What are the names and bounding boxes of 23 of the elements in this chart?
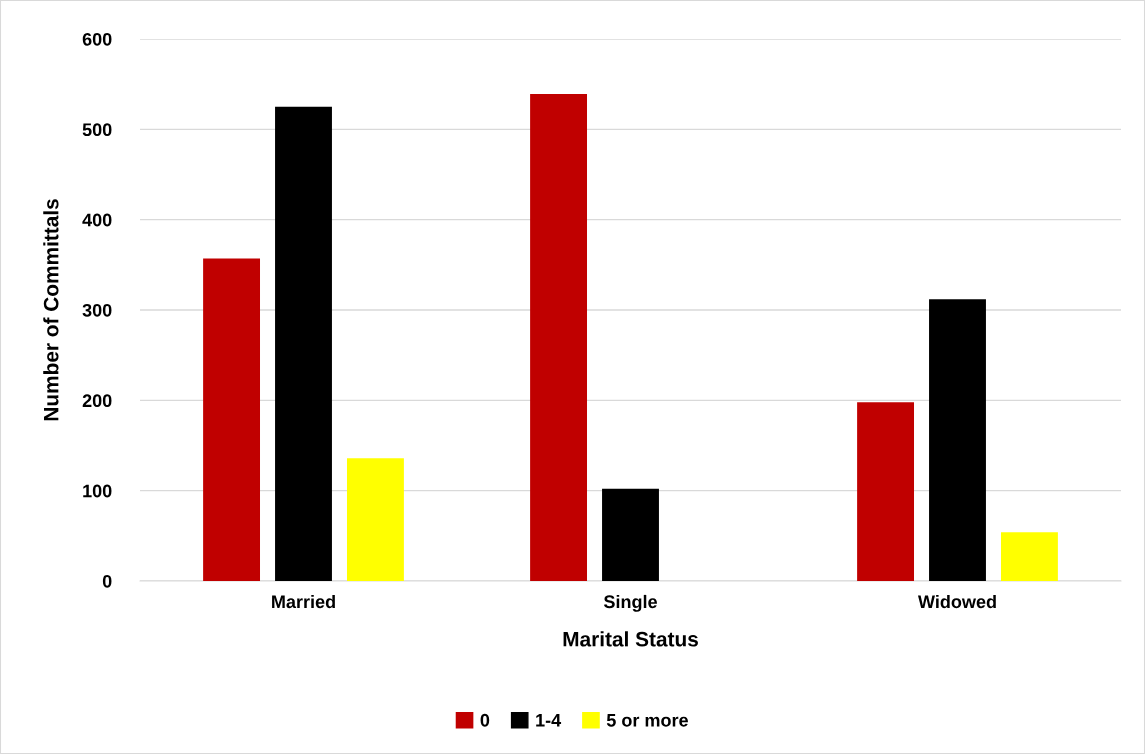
y-tick-label: 100 — [83, 484, 112, 498]
y-tick-label: 300 — [82, 303, 112, 317]
legend-label: 0 — [480, 713, 490, 727]
y-tick-label: 200 — [82, 394, 112, 408]
bar — [1000, 532, 1058, 581]
legend-label: 5 or more — [606, 714, 688, 727]
bar — [203, 258, 261, 581]
y-axis-title: Number of Committals — [43, 199, 59, 421]
x-tick-label: Single — [603, 594, 657, 612]
y-tick-label: 0 — [102, 574, 112, 588]
bar — [929, 299, 986, 581]
x-tick-label: Married — [272, 594, 335, 609]
x-tick-label: Widowed — [917, 594, 996, 609]
bar — [530, 94, 588, 581]
y-tick-label: 500 — [82, 123, 112, 137]
bar — [275, 106, 332, 581]
x-axis-title: Marital Status — [563, 631, 698, 647]
bar — [602, 488, 659, 581]
legend-label: 1-4 — [536, 714, 562, 727]
y-tick-label: 400 — [82, 213, 112, 227]
bar — [346, 458, 404, 581]
bar — [857, 402, 915, 581]
y-tick-label: 600 — [82, 32, 112, 46]
